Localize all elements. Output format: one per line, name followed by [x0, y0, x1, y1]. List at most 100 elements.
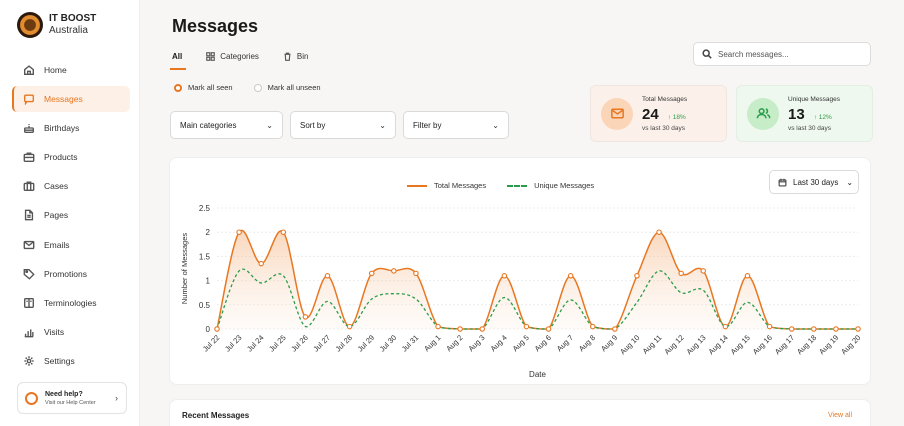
tab-bin[interactable]: Bin	[283, 49, 308, 63]
tag-icon	[23, 268, 35, 280]
sidebar-item-products[interactable]: Products	[12, 144, 130, 170]
total-messages-point	[545, 326, 552, 332]
total-messages-point	[457, 326, 463, 332]
tab-categories[interactable]: Categories	[206, 49, 259, 63]
search-input[interactable]	[718, 49, 858, 59]
x-axis-title: Date	[529, 370, 546, 379]
x-tick-label: Jul 30	[378, 333, 399, 354]
main-categories-select[interactable]: Main categories ⌄	[170, 111, 283, 139]
total-messages-point	[567, 273, 574, 279]
unique-messages-label: Unique Messages	[788, 95, 841, 103]
total-messages-point	[590, 323, 596, 330]
sidebar-item-label: Settings	[44, 355, 75, 366]
sidebar-item-terminologies[interactable]: Terminologies	[12, 290, 130, 316]
mark-all-seen-radio[interactable]: Mark all seen	[174, 83, 233, 92]
sidebar-item-cases[interactable]: Cases	[12, 173, 130, 199]
briefcase-icon	[23, 152, 35, 163]
unique-messages-line	[216, 268, 858, 330]
chevron-down-icon: ⌄	[379, 120, 386, 130]
sidebar-item-label: Emails	[44, 239, 70, 250]
dashed-line-icon	[507, 184, 528, 187]
total-messages-point	[258, 260, 264, 267]
total-messages-point	[833, 326, 839, 332]
x-tick-label: Jul 28	[334, 333, 355, 354]
help-center-card[interactable]: Need help? Visit our Help Center ›	[17, 382, 127, 414]
page-title: Messages	[172, 16, 259, 36]
total-messages-point	[391, 268, 397, 274]
trash-icon	[284, 52, 291, 61]
tab-all-label: All	[172, 51, 183, 61]
sidebar: IT BOOST Australia Home Messages Birthdays…	[0, 0, 140, 426]
legend-unique-messages[interactable]: Unique Messages	[507, 181, 594, 190]
total-messages-point	[435, 323, 441, 330]
calendar-icon	[778, 178, 787, 186]
help-icon	[25, 391, 38, 405]
document-icon	[24, 210, 34, 221]
mark-all-unseen-radio[interactable]: Mark all unseen	[253, 83, 321, 92]
total-messages-point	[523, 323, 530, 330]
book-icon	[24, 297, 34, 308]
tab-all[interactable]: All	[169, 49, 187, 70]
messages-chart-card: 0 0.5 1 1.5 2 2.5 Jul 22 Jul 23 Jul 24 Jul 25 Jul …	[169, 157, 871, 385]
sidebar-item-label: Messages	[44, 94, 83, 105]
x-tick-label: Aug 12	[662, 333, 685, 356]
total-messages-point	[501, 273, 508, 279]
home-icon	[24, 65, 34, 75]
total-messages-point	[634, 273, 640, 279]
sort-by-value: Sort by	[300, 120, 326, 130]
x-tick-label: Jul 26	[289, 333, 310, 354]
total-messages-card: Total Messages 24 ↑ 18% vs last 30 days	[590, 85, 727, 142]
sidebar-item-birthdays[interactable]: Birthdays	[12, 115, 130, 141]
legend-total-messages[interactable]: Total Messages	[407, 181, 486, 190]
tab-categories-label: Categories	[220, 51, 259, 61]
total-messages-point	[722, 323, 729, 330]
sidebar-item-home[interactable]: Home	[12, 57, 130, 83]
users-icon	[747, 97, 779, 130]
x-tick-label: Aug 5	[511, 333, 531, 353]
total-messages-point	[236, 229, 242, 235]
date-range-select[interactable]: Last 30 days ⌄	[769, 170, 859, 194]
sort-by-select[interactable]: Sort by ⌄	[290, 111, 396, 139]
view-all-link[interactable]: View all	[828, 412, 852, 419]
filter-by-select[interactable]: Filter by ⌄	[403, 111, 509, 139]
sidebar-item-emails[interactable]: Emails	[12, 232, 130, 258]
brand-name: IT BOOST	[49, 13, 97, 24]
seen-options: Mark all seen Mark all unseen	[174, 83, 342, 92]
x-tick-label: Aug 19	[817, 333, 840, 356]
total-messages-point	[413, 270, 419, 277]
tab-bar: All Categories Bin	[169, 49, 332, 70]
sidebar-item-promotions[interactable]: Promotions	[12, 261, 130, 287]
gear-icon	[24, 356, 34, 366]
total-messages-point	[656, 229, 662, 235]
mail-icon	[23, 240, 35, 249]
total-messages-point	[678, 270, 684, 277]
x-tick-label: Aug 8	[577, 333, 597, 353]
unique-messages-change: ↑ 12%	[813, 113, 832, 121]
radio-checked-icon	[174, 83, 182, 92]
help-subtitle: Visit our Help Center	[45, 399, 96, 406]
x-tick-label: Aug 6	[533, 333, 553, 353]
chevron-down-icon: ⌄	[492, 120, 499, 130]
total-messages-point	[744, 273, 751, 279]
search-box[interactable]	[693, 42, 871, 66]
x-tick-label: Aug 20	[839, 333, 862, 356]
y-tick-label: 0	[206, 325, 211, 334]
total-messages-point	[788, 326, 795, 332]
search-icon	[702, 49, 712, 59]
brand[interactable]: IT BOOST Australia	[17, 12, 96, 38]
x-tick-label: Aug 9	[599, 333, 619, 353]
x-tick-label: Jul 25	[267, 333, 288, 354]
total-messages-point	[612, 326, 618, 332]
x-tick-label: Aug 2	[444, 333, 464, 353]
sidebar-item-pages[interactable]: Pages	[12, 202, 130, 228]
sidebar-item-settings[interactable]: Settings	[12, 348, 130, 374]
sidebar-item-visits[interactable]: Visits	[12, 319, 130, 345]
chevron-down-icon: ⌄	[266, 120, 273, 130]
x-tick-label: Aug 15	[729, 333, 752, 356]
x-tick-label: Jul 24	[245, 333, 266, 354]
x-tick-label: Jul 31	[400, 333, 421, 354]
main-categories-value: Main categories	[180, 120, 237, 130]
sidebar-item-messages[interactable]: Messages	[12, 86, 130, 113]
mark-all-seen-label: Mark all seen	[188, 83, 233, 92]
